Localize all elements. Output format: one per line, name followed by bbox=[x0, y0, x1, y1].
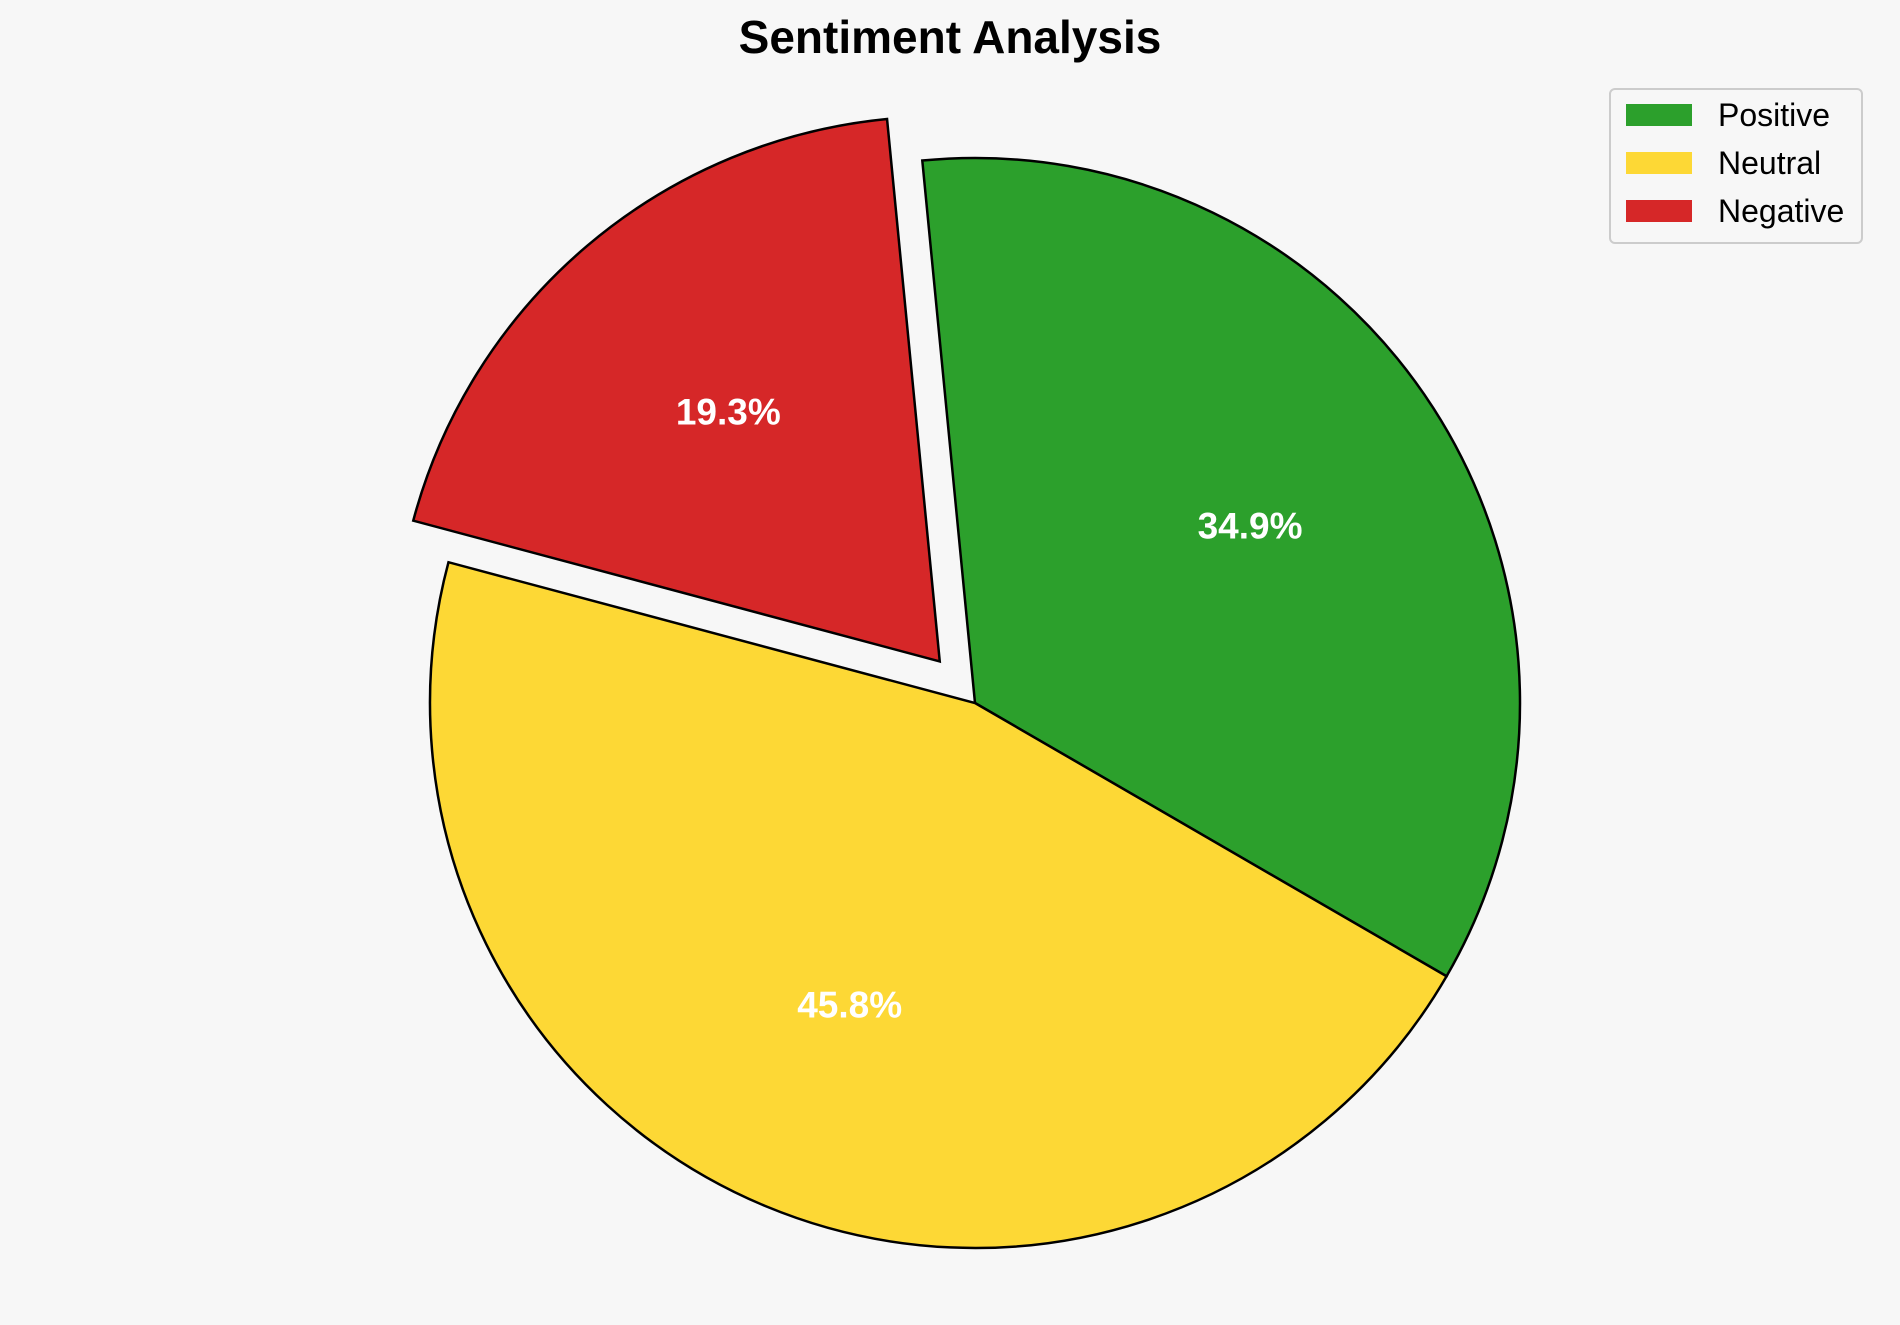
pie-slice-negative bbox=[411, 117, 942, 664]
legend-swatch-neutral bbox=[1626, 152, 1692, 174]
slice-label-positive: 34.9% bbox=[1198, 506, 1303, 547]
pie-slices bbox=[411, 117, 1522, 1250]
legend-swatch-negative bbox=[1626, 200, 1692, 222]
legend-label-positive: Positive bbox=[1718, 97, 1830, 133]
slice-label-neutral: 45.8% bbox=[797, 985, 902, 1026]
pie-slice-neutral bbox=[428, 560, 1449, 1250]
slice-label-negative: 19.3% bbox=[676, 391, 781, 432]
pie-labels: 34.9% 45.8% 19.3% bbox=[676, 391, 1303, 1025]
pie-slice-positive bbox=[920, 156, 1522, 978]
legend: Positive Neutral Negative bbox=[1609, 88, 1863, 244]
legend-swatch-positive bbox=[1626, 104, 1692, 126]
legend-label-neutral: Neutral bbox=[1718, 145, 1821, 181]
chart-title: Sentiment Analysis bbox=[739, 11, 1162, 63]
legend-label-negative: Negative bbox=[1718, 193, 1844, 229]
